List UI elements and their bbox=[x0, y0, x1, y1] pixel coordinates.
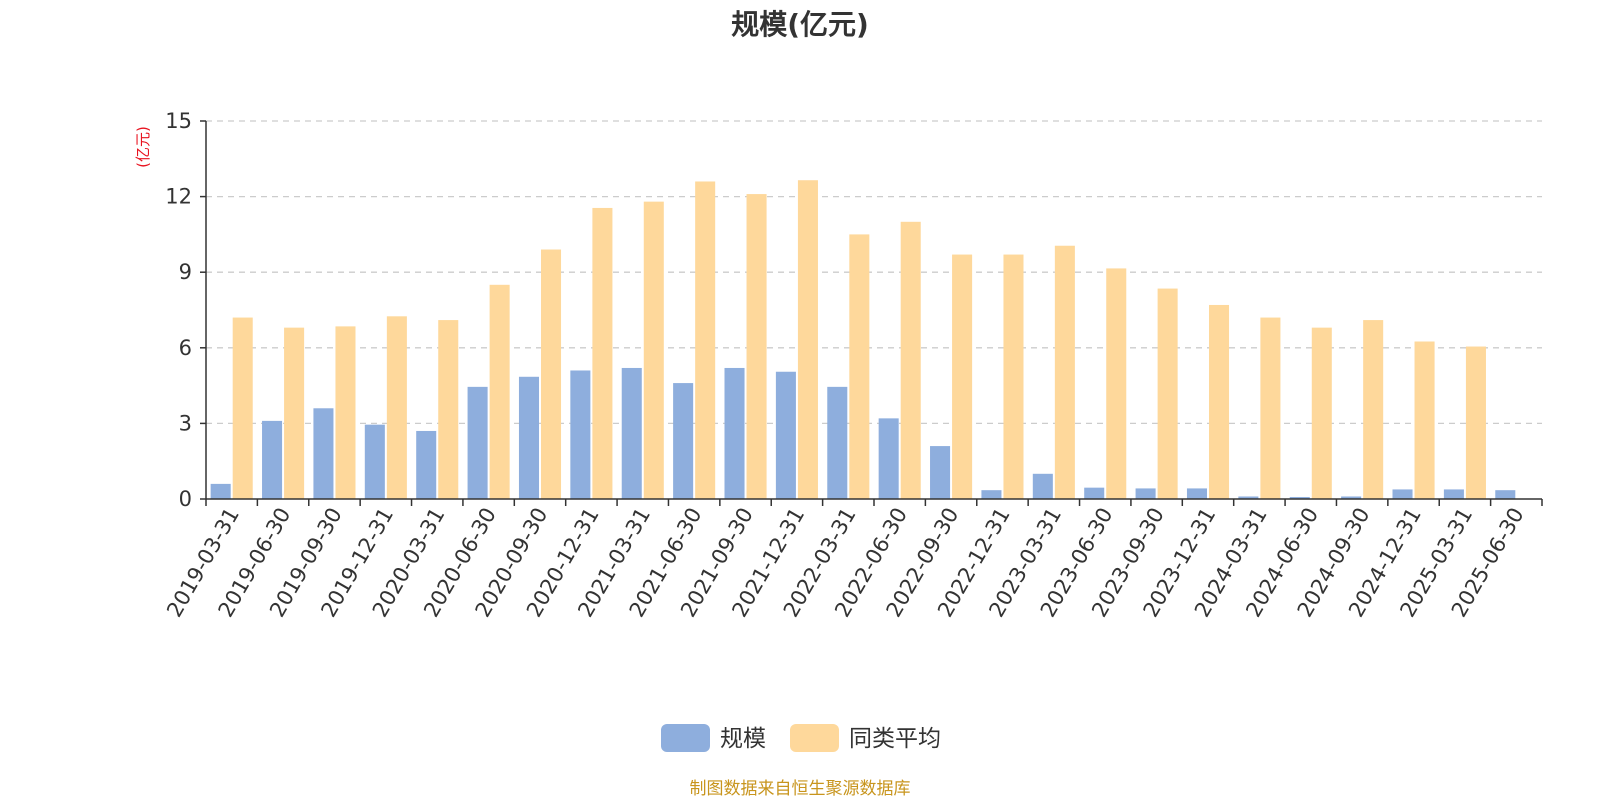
bar-peer-average bbox=[232, 317, 253, 499]
bar-scale bbox=[1135, 488, 1156, 499]
bar-scale bbox=[518, 376, 539, 499]
bar-scale bbox=[364, 424, 385, 499]
bar-peer-average bbox=[746, 194, 767, 499]
bar-scale bbox=[878, 418, 899, 499]
bar-peer-average bbox=[541, 249, 562, 499]
source-note: 制图数据来自恒生聚源数据库 bbox=[690, 779, 911, 799]
bar-scale bbox=[416, 430, 437, 499]
bar-peer-average bbox=[952, 254, 973, 499]
legend-swatch-scale bbox=[661, 724, 710, 752]
bar-scale bbox=[1443, 489, 1464, 499]
bar-peer-average bbox=[1260, 317, 1281, 499]
bar-scale bbox=[1495, 490, 1516, 499]
bar-peer-average bbox=[695, 181, 716, 500]
bar-peer-average bbox=[335, 326, 356, 499]
legend-swatch-peer-average bbox=[790, 724, 839, 752]
bar-scale bbox=[1341, 496, 1362, 499]
bar-scale bbox=[1186, 488, 1207, 499]
bar-peer-average bbox=[438, 320, 459, 499]
chart-title: 规模(亿元) bbox=[731, 8, 869, 41]
bar-peer-average bbox=[1003, 254, 1024, 499]
bar-scale bbox=[262, 420, 283, 499]
bar-scale bbox=[827, 386, 848, 499]
bar-scale bbox=[467, 386, 488, 499]
bar-peer-average bbox=[1414, 341, 1435, 499]
bar-scale bbox=[724, 367, 745, 499]
bar-peer-average bbox=[797, 180, 818, 499]
bar-peer-average bbox=[284, 327, 305, 499]
bar-peer-average bbox=[900, 221, 921, 500]
bar-scale bbox=[1032, 473, 1053, 499]
bar-scale bbox=[1392, 489, 1413, 499]
bar-scale bbox=[775, 371, 796, 499]
y-tick-label: 12 bbox=[165, 185, 192, 209]
bar-scale bbox=[1238, 496, 1259, 499]
bar-scale bbox=[1289, 496, 1310, 499]
bar-scale bbox=[621, 367, 642, 499]
bar-scale bbox=[570, 370, 591, 499]
bars bbox=[210, 180, 1516, 500]
bar-peer-average bbox=[849, 234, 870, 499]
legend: 规模 同类平均 bbox=[661, 724, 941, 752]
bar-peer-average bbox=[1311, 327, 1332, 499]
legend-label-scale: 规模 bbox=[720, 726, 766, 752]
y-tick-label: 3 bbox=[179, 411, 192, 435]
bar-scale bbox=[1084, 487, 1105, 499]
y-tick-label: 0 bbox=[179, 487, 192, 511]
bar-peer-average bbox=[1363, 320, 1384, 499]
bar-peer-average bbox=[643, 201, 664, 499]
bar-peer-average bbox=[489, 284, 510, 499]
bar-peer-average bbox=[1054, 245, 1075, 499]
bar-peer-average bbox=[386, 316, 407, 499]
y-tick-label: 6 bbox=[179, 336, 192, 360]
bar-peer-average bbox=[592, 207, 613, 499]
bar-scale bbox=[210, 483, 231, 499]
y-tick-label: 15 bbox=[165, 109, 192, 133]
legend-label-peer-average: 同类平均 bbox=[849, 726, 941, 752]
y-tick-label: 9 bbox=[179, 260, 192, 284]
bar-peer-average bbox=[1106, 268, 1127, 499]
bar-scale bbox=[673, 383, 694, 499]
bar-peer-average bbox=[1157, 288, 1178, 499]
bar-peer-average bbox=[1209, 304, 1230, 499]
bar-peer-average bbox=[1465, 346, 1486, 499]
bar-scale bbox=[313, 408, 334, 499]
bar-scale bbox=[981, 490, 1002, 499]
y-axis-unit-label: (亿元) bbox=[134, 126, 152, 168]
bar-scale bbox=[930, 446, 951, 499]
